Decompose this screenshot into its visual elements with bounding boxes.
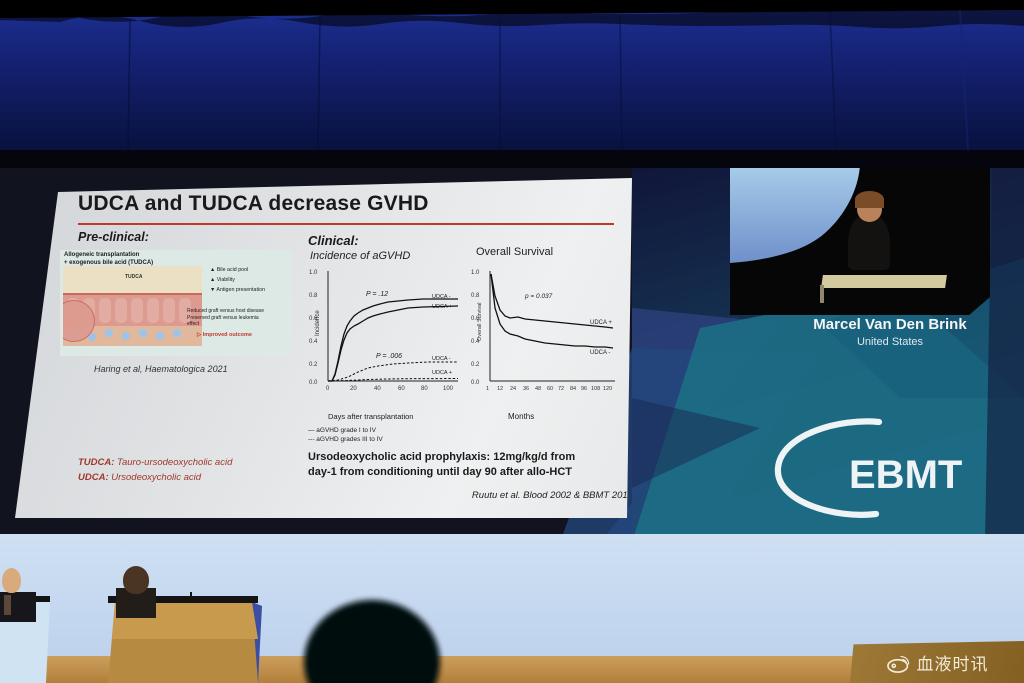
svg-text:24: 24: [510, 386, 516, 392]
svg-text:UDCA +: UDCA +: [590, 320, 612, 326]
svg-text:Incidence: Incidence: [315, 310, 321, 336]
svg-text:0.2: 0.2: [309, 362, 318, 368]
svg-text:UDCA +: UDCA +: [432, 304, 452, 310]
svg-text:72: 72: [558, 386, 564, 392]
svg-text:12: 12: [497, 386, 503, 392]
svg-text:1.0: 1.0: [309, 270, 318, 276]
svg-text:40: 40: [374, 386, 381, 392]
svg-text:UDCA -: UDCA -: [590, 350, 610, 356]
svg-text:0: 0: [326, 386, 330, 392]
svg-text:EBMT: EBMT: [849, 453, 962, 497]
svg-text:P = .12: P = .12: [366, 291, 388, 298]
svg-text:1.0: 1.0: [471, 270, 480, 276]
svg-text:96: 96: [581, 386, 587, 392]
svg-text:Overall Survival: Overall Survival: [477, 302, 483, 341]
svg-text:0.4: 0.4: [309, 339, 318, 345]
svg-text:1: 1: [486, 386, 489, 392]
svg-text:80: 80: [421, 386, 428, 392]
svg-text:0.0: 0.0: [471, 380, 480, 386]
svg-text:P = .006: P = .006: [376, 353, 402, 360]
svg-text:UDCA +: UDCA +: [432, 370, 452, 376]
svg-text:0.8: 0.8: [309, 293, 318, 299]
svg-text:0.2: 0.2: [471, 362, 480, 368]
svg-text:36: 36: [523, 386, 529, 392]
svg-text:0.0: 0.0: [309, 380, 318, 386]
svg-text:120: 120: [603, 386, 612, 392]
svg-text:UDCA -: UDCA -: [432, 356, 451, 362]
svg-text:60: 60: [547, 386, 553, 392]
svg-text:20: 20: [350, 386, 357, 392]
svg-text:UDCA -: UDCA -: [432, 294, 451, 300]
svg-text:108: 108: [591, 386, 600, 392]
svg-text:p = 0.037: p = 0.037: [524, 293, 553, 300]
svg-text:100: 100: [443, 386, 454, 392]
svg-text:48: 48: [535, 386, 541, 392]
svg-text:84: 84: [570, 386, 576, 392]
svg-text:60: 60: [398, 386, 405, 392]
svg-text:0.8: 0.8: [471, 293, 480, 299]
